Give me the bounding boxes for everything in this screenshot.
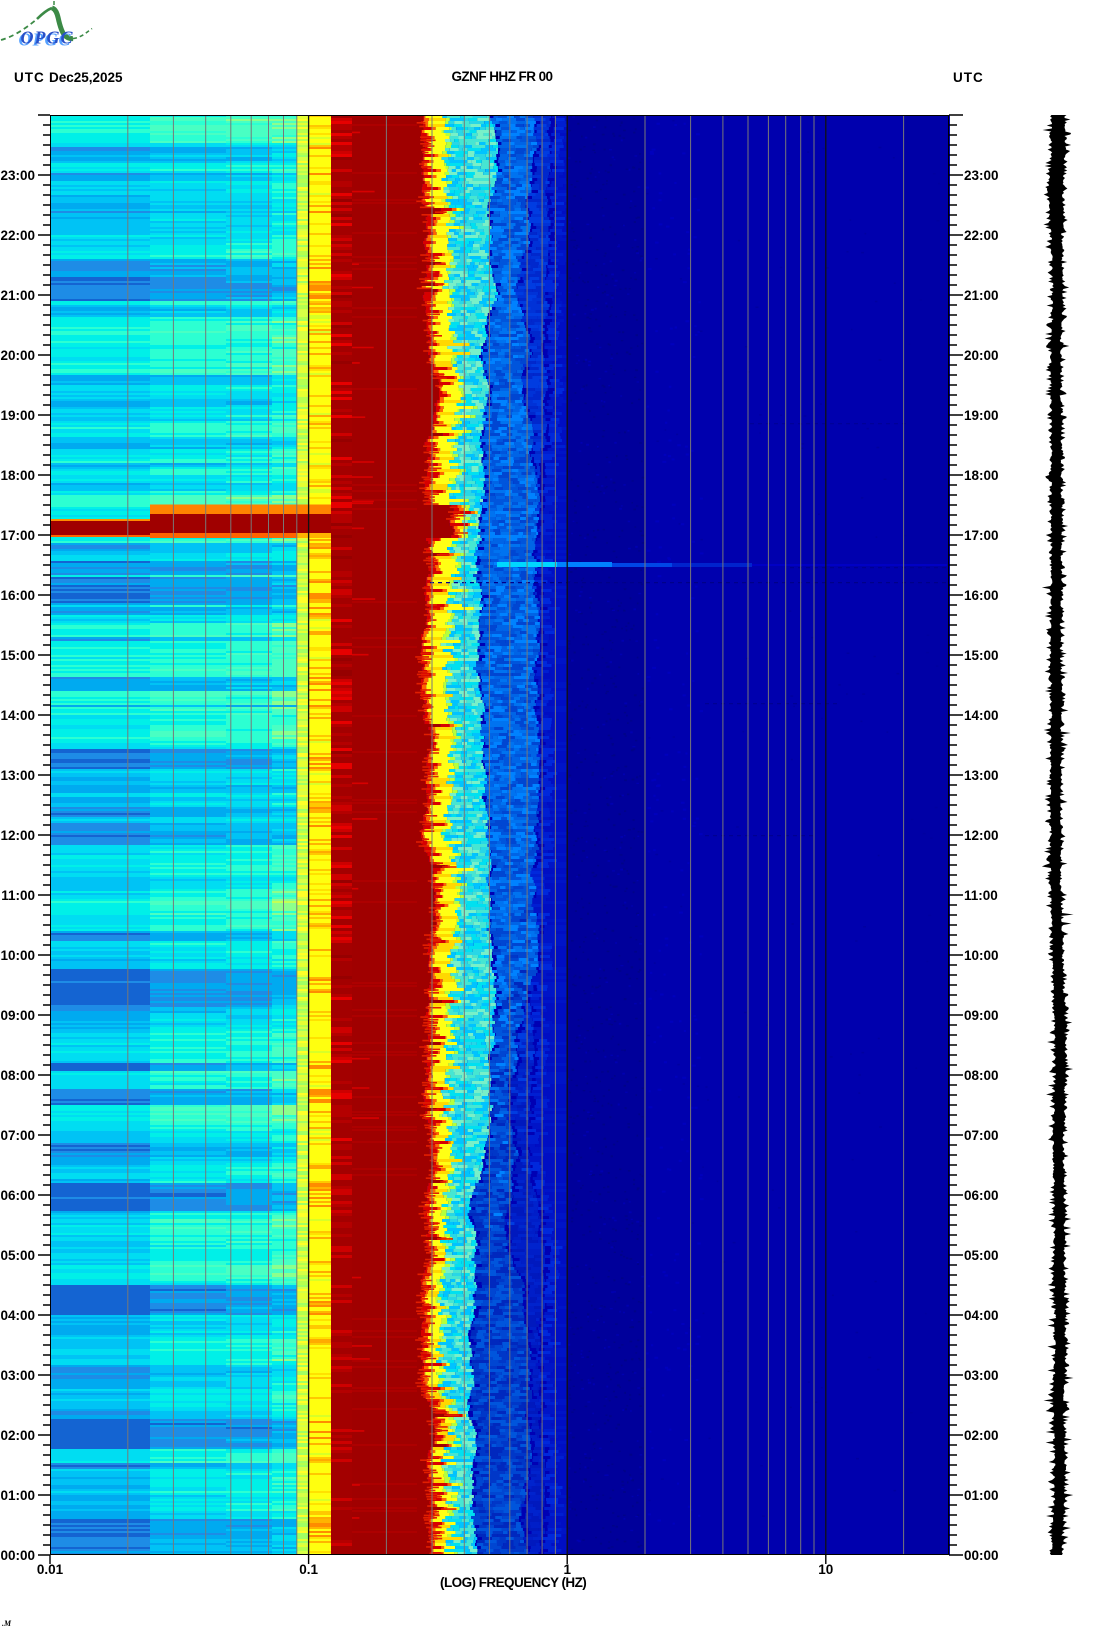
svg-text:17:00: 17:00 <box>964 528 999 543</box>
svg-text:UTC: UTC <box>14 70 45 85</box>
svg-text:19:00: 19:00 <box>964 408 999 423</box>
svg-text:17:00: 17:00 <box>0 528 35 543</box>
svg-text:04:00: 04:00 <box>964 1308 999 1323</box>
svg-text:22:00: 22:00 <box>964 228 999 243</box>
svg-text:08:00: 08:00 <box>0 1068 35 1083</box>
svg-text:09:00: 09:00 <box>0 1008 35 1023</box>
svg-text:22:00: 22:00 <box>0 228 35 243</box>
svg-text:OPGC: OPGC <box>19 30 72 50</box>
svg-text:14:00: 14:00 <box>0 708 35 723</box>
svg-text:05:00: 05:00 <box>0 1248 35 1263</box>
svg-text:UTC: UTC <box>953 70 984 85</box>
svg-text:01:00: 01:00 <box>0 1488 35 1503</box>
svg-text:10:00: 10:00 <box>964 948 999 963</box>
svg-text:15:00: 15:00 <box>0 648 35 663</box>
svg-text:03:00: 03:00 <box>0 1368 35 1383</box>
svg-text:13:00: 13:00 <box>964 768 999 783</box>
svg-text:10:00: 10:00 <box>0 948 35 963</box>
svg-text:20:00: 20:00 <box>964 348 999 363</box>
svg-text:18:00: 18:00 <box>964 468 999 483</box>
svg-text:15:00: 15:00 <box>964 648 999 663</box>
svg-text:1: 1 <box>563 1562 571 1577</box>
svg-text:0.1: 0.1 <box>299 1562 318 1577</box>
svg-text:0.01: 0.01 <box>37 1562 64 1577</box>
svg-text:00:00: 00:00 <box>964 1548 999 1563</box>
svg-text:11:00: 11:00 <box>964 888 998 903</box>
svg-text:13:00: 13:00 <box>0 768 35 783</box>
svg-text:19:00: 19:00 <box>0 408 35 423</box>
svg-text:10: 10 <box>818 1562 833 1577</box>
svg-text:(LOG) FREQUENCY (HZ): (LOG) FREQUENCY (HZ) <box>440 1575 586 1590</box>
svg-text:GZNF HHZ FR 00: GZNF HHZ FR 00 <box>451 69 552 84</box>
svg-text:12:00: 12:00 <box>0 828 35 843</box>
svg-text:06:00: 06:00 <box>0 1188 35 1203</box>
svg-text:11:00: 11:00 <box>1 888 35 903</box>
svg-text:05:00: 05:00 <box>964 1248 999 1263</box>
svg-text:04:00: 04:00 <box>0 1308 35 1323</box>
svg-text:02:00: 02:00 <box>964 1428 999 1443</box>
svg-text:18:00: 18:00 <box>0 468 35 483</box>
svg-text:02:00: 02:00 <box>0 1428 35 1443</box>
svg-text:01:00: 01:00 <box>964 1488 999 1503</box>
svg-text:21:00: 21:00 <box>964 288 999 303</box>
svg-text:08:00: 08:00 <box>964 1068 999 1083</box>
svg-text:12:00: 12:00 <box>964 828 999 843</box>
svg-text:16:00: 16:00 <box>964 588 999 603</box>
svg-text:07:00: 07:00 <box>0 1128 35 1143</box>
svg-text:OPGC: OPGC <box>21 28 74 48</box>
svg-text:Dec25,2025: Dec25,2025 <box>49 70 123 85</box>
svg-text:16:00: 16:00 <box>0 588 35 603</box>
svg-text:06:00: 06:00 <box>964 1188 999 1203</box>
svg-text:23:00: 23:00 <box>964 168 999 183</box>
svg-text:00:00: 00:00 <box>0 1548 35 1563</box>
svg-text:.M: .M <box>2 1619 12 1628</box>
svg-text:03:00: 03:00 <box>964 1368 999 1383</box>
svg-text:21:00: 21:00 <box>0 288 35 303</box>
svg-text:14:00: 14:00 <box>964 708 999 723</box>
svg-text:23:00: 23:00 <box>0 168 35 183</box>
svg-text:07:00: 07:00 <box>964 1128 999 1143</box>
svg-text:20:00: 20:00 <box>0 348 35 363</box>
svg-text:09:00: 09:00 <box>964 1008 999 1023</box>
